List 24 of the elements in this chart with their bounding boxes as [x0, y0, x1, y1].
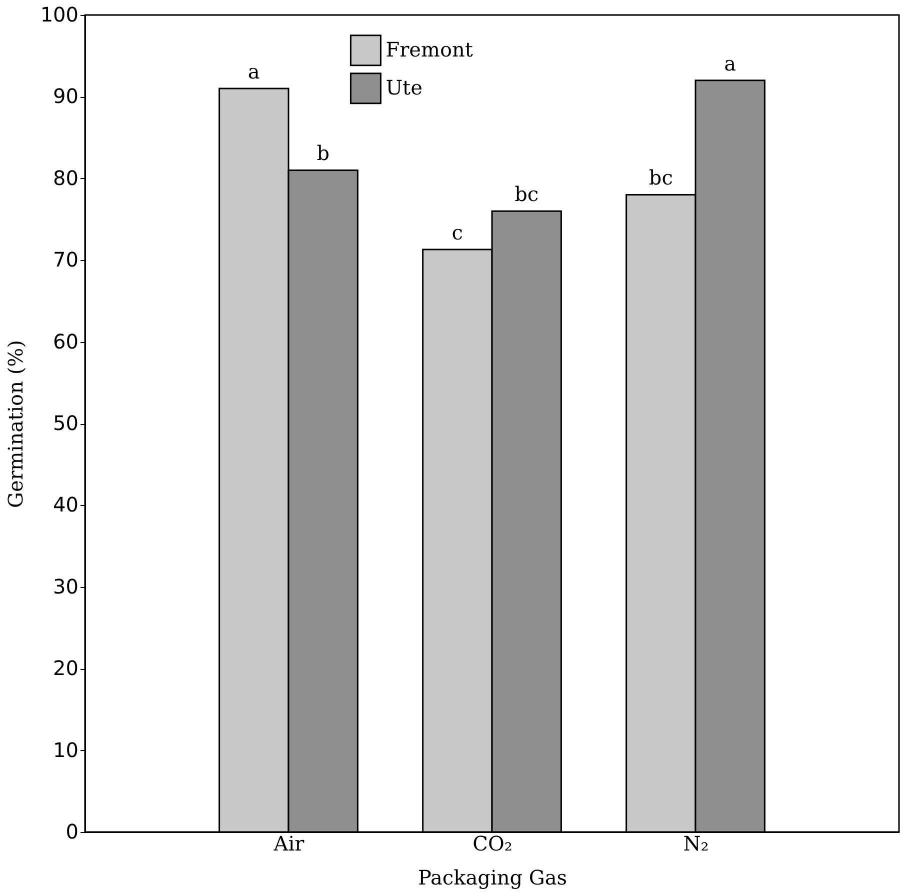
- annotation: a: [724, 51, 736, 76]
- annotation: a: [248, 60, 260, 84]
- y-tick-label: 90: [53, 84, 78, 108]
- annotation: bc: [648, 166, 673, 190]
- y-tick-label: 80: [53, 166, 78, 190]
- x-axis-title: Packaging Gas: [418, 866, 568, 890]
- x-tick-label: CO₂: [472, 832, 512, 856]
- y-tick-label: 20: [53, 656, 78, 680]
- y-tick-label: 70: [53, 248, 78, 272]
- y-tick-label: 40: [53, 492, 78, 517]
- y-tick-label: 50: [53, 411, 78, 435]
- y-axis-title: Germination (%): [3, 340, 28, 508]
- y-tick-label: 60: [53, 329, 78, 354]
- y-tick-label: 100: [40, 2, 78, 26]
- annotation: b: [316, 141, 330, 166]
- y-tick-label: 10: [53, 738, 78, 762]
- legend-label: Fremont: [386, 37, 473, 62]
- annotation: bc: [514, 182, 539, 206]
- y-tick-label: 30: [53, 574, 78, 598]
- annotation: c: [452, 220, 464, 244]
- x-tick-label: N₂: [683, 832, 709, 856]
- x-tick-label: Air: [272, 832, 305, 856]
- y-tick-label: 0: [66, 820, 78, 844]
- legend-label: Ute: [386, 75, 422, 100]
